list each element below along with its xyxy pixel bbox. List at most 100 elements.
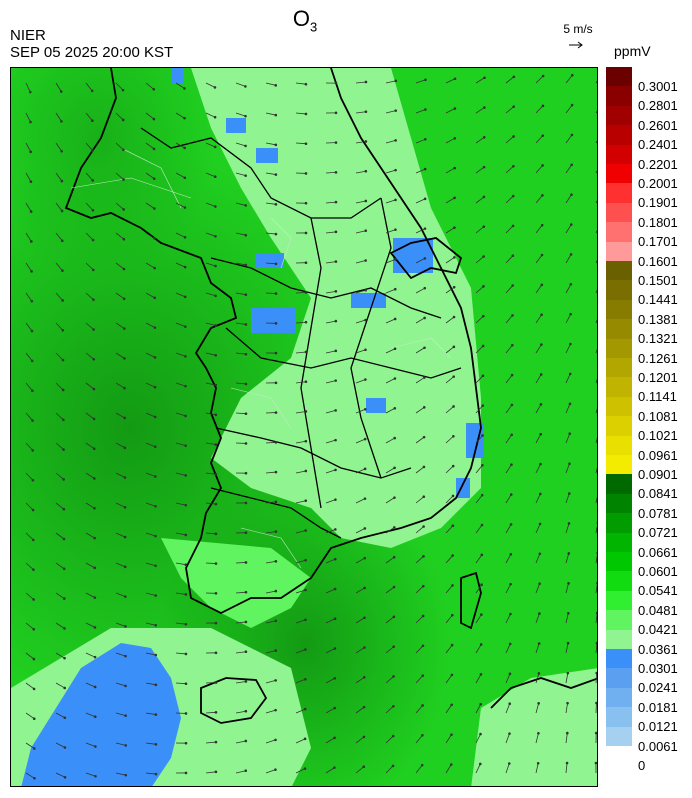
- wind-arrow: [535, 553, 541, 564]
- wind-arrow: [325, 618, 336, 624]
- legend-label: 0.0061: [638, 738, 678, 754]
- legend-swatch: [606, 668, 632, 689]
- low-patch: [251, 308, 296, 333]
- wind-arrow: [235, 412, 247, 415]
- wind-arrow: [115, 622, 126, 627]
- wind-arrow: [505, 165, 514, 174]
- wind-arrow: [445, 585, 453, 594]
- wind-arrow-head: [93, 596, 97, 599]
- wind-arrow-head: [304, 618, 307, 622]
- wind-arrow-head: [538, 492, 542, 496]
- wind-arrow: [295, 440, 306, 444]
- wind-arrow-head: [568, 432, 572, 436]
- wind-arrow-head: [214, 383, 218, 387]
- wind-arrow-head: [423, 197, 427, 201]
- wind-arrow: [445, 674, 453, 684]
- wind-arrow-head: [565, 761, 569, 765]
- wind-arrow-head: [244, 709, 248, 713]
- wind-arrow-head: [422, 406, 426, 409]
- wind-arrow-head: [452, 315, 456, 319]
- wind-arrow: [115, 682, 126, 687]
- wind-arrow: [445, 614, 453, 624]
- wind-arrow: [85, 592, 96, 598]
- wind-arrow: [415, 466, 425, 474]
- wind-arrow: [205, 741, 216, 744]
- wind-arrow-head: [153, 326, 157, 329]
- wind-arrow: [235, 382, 246, 385]
- legend-swatch: [606, 261, 632, 281]
- wind-arrow-head: [483, 76, 486, 80]
- low-patch: [226, 118, 246, 133]
- wind-arrow: [295, 738, 306, 744]
- wind-arrow-head: [244, 442, 248, 445]
- wind-arrow: [175, 622, 186, 625]
- wind-arrow-head: [364, 229, 368, 233]
- wind-arrow-head: [153, 207, 156, 210]
- wind-arrow-head: [539, 373, 543, 376]
- wind-arrow: [445, 406, 454, 414]
- wind-arrow: [385, 407, 396, 414]
- legend-label: 0.1381: [638, 311, 678, 327]
- wind-arrow-head: [362, 735, 366, 739]
- wind-arrow: [505, 434, 513, 444]
- wind-arrow-head: [214, 770, 218, 774]
- wind-arrow-head: [364, 288, 367, 292]
- wind-arrow-head: [453, 196, 456, 200]
- wind-arrow-head: [154, 653, 158, 657]
- wind-arrow: [235, 112, 246, 117]
- wind-arrow-head: [28, 90, 32, 94]
- wind-arrow: [55, 772, 66, 778]
- wind-arrow-head: [274, 262, 278, 266]
- wind-arrow-head: [451, 584, 454, 587]
- wind-arrow-head: [304, 201, 308, 205]
- wind-arrow: [115, 82, 124, 91]
- wind-arrow: [565, 673, 569, 684]
- legend-label: 0.0181: [638, 699, 678, 715]
- wind-arrow: [25, 172, 32, 182]
- wind-arrow: [505, 464, 512, 474]
- wind-arrow-head: [364, 348, 367, 352]
- wind-arrow: [475, 465, 483, 474]
- wind-arrow: [25, 502, 34, 511]
- wind-arrow: [145, 472, 156, 477]
- wind-arrow: [445, 197, 455, 204]
- wind-arrow-head: [540, 343, 543, 346]
- legend-label: 0.0601: [638, 564, 678, 579]
- wind-arrow-head: [244, 650, 248, 654]
- wind-arrow-head: [92, 298, 95, 301]
- wind-arrow-head: [393, 347, 397, 351]
- wind-arrow: [595, 80, 597, 84]
- wind-arrow: [25, 142, 32, 153]
- wind-arrow-head: [303, 767, 307, 770]
- wind-arrow-head: [451, 464, 455, 468]
- wind-arrow-head: [537, 731, 540, 735]
- wind-arrow: [355, 676, 365, 684]
- wind-arrow: [235, 591, 247, 594]
- wind-arrow-head: [274, 530, 278, 533]
- wind-arrow: [265, 172, 276, 175]
- wind-arrow: [295, 411, 306, 414]
- legend-swatch: [606, 144, 632, 165]
- wind-arrow-head: [244, 204, 247, 207]
- wind-arrow-head: [61, 329, 65, 332]
- wind-arrow-head: [274, 173, 278, 176]
- wind-arrow-head: [62, 418, 65, 422]
- wind-arrow-head: [244, 501, 248, 505]
- wind-arrow-head: [363, 527, 367, 530]
- wind-arrow: [385, 765, 394, 774]
- wind-arrow: [115, 142, 124, 151]
- wind-arrow-head: [63, 686, 66, 690]
- wind-arrow: [325, 588, 336, 594]
- legend-label: 0.1601: [638, 253, 678, 269]
- wind-arrow-head: [29, 120, 32, 124]
- wind-arrow-head: [394, 228, 397, 231]
- wind-arrow-head: [362, 765, 366, 769]
- wind-arrow: [85, 682, 96, 688]
- legend-swatch: [606, 726, 632, 747]
- wind-arrow: [445, 704, 453, 714]
- wind-arrow-head: [122, 237, 126, 241]
- wind-arrow-head: [63, 716, 67, 720]
- wind-arrow: [85, 172, 94, 181]
- wind-arrow: [415, 764, 423, 774]
- wind-arrow: [535, 105, 544, 114]
